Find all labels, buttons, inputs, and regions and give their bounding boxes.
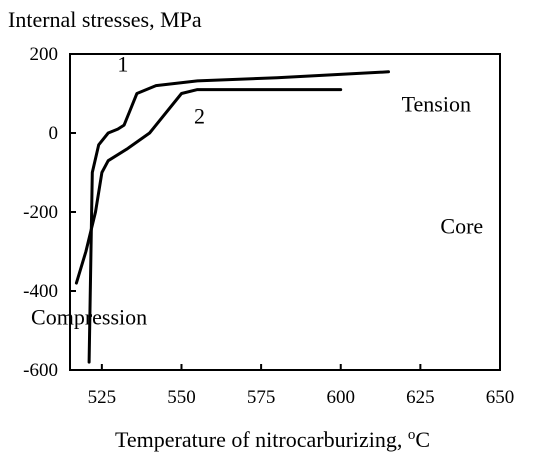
x-axis-label: Temperature of nitrocarburizing, oC: [115, 427, 430, 452]
y-tick-label: -200: [23, 202, 58, 223]
y-tick-label: -600: [23, 360, 58, 381]
series-1-label: 1: [117, 52, 128, 77]
annotation-tension: Tension: [402, 91, 471, 116]
y-tick-group: 200 0 -200 -400 -600: [23, 44, 76, 381]
annotation-compression: Compression: [31, 305, 147, 330]
series-2-label: 2: [194, 104, 205, 129]
x-tick-label: 600: [326, 387, 355, 408]
y-tick-label: -400: [23, 281, 58, 302]
y-tick-label: 200: [30, 44, 59, 65]
x-tick-label: 650: [486, 387, 515, 408]
annotation-core: Core: [440, 214, 483, 239]
x-tick-label: 625: [406, 387, 435, 408]
y-tick-label: 0: [49, 123, 59, 144]
series-1-line: [87, 70, 390, 364]
y-axis-label: Internal stresses, MPa: [8, 7, 202, 32]
series-2-line: [74, 88, 343, 285]
series-group: 12: [74, 52, 390, 364]
annotation-group: Tension Core Compression: [31, 91, 483, 329]
x-tick-label: 550: [167, 387, 196, 408]
x-tick-group: 525 550 575 600 625 650: [88, 364, 515, 408]
x-tick-label: 525: [88, 387, 117, 408]
x-tick-label: 575: [247, 387, 276, 408]
